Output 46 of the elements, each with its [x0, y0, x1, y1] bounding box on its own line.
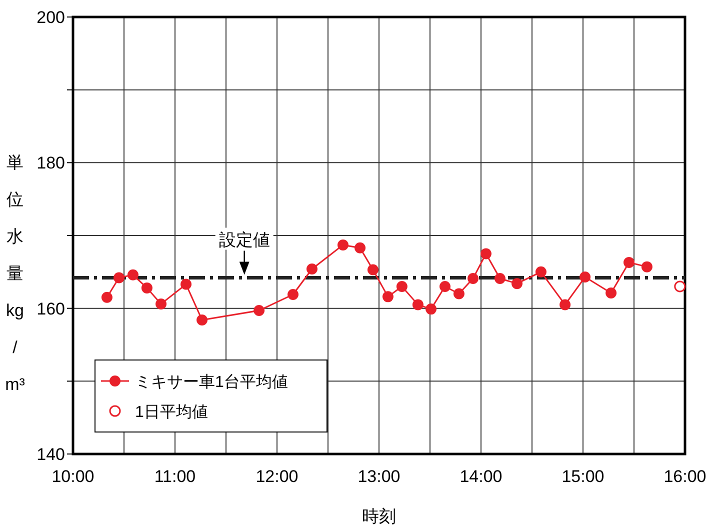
y-tick-label: 160: [36, 299, 65, 318]
point: [337, 239, 348, 250]
point: [606, 288, 617, 299]
y-tick-label: 140: [36, 445, 65, 464]
x-tick-label: 12:00: [256, 467, 298, 486]
point: [453, 288, 464, 300]
x-tick-label: 16:00: [664, 467, 706, 486]
point: [624, 256, 634, 268]
y-axis-title: 単位水量kg/m³: [5, 153, 26, 394]
point: [254, 305, 265, 316]
x-tick-label: 10:00: [52, 467, 94, 486]
point: [114, 272, 124, 284]
point: [641, 261, 652, 272]
point: [141, 282, 152, 294]
point: [426, 304, 437, 315]
point: [439, 280, 450, 292]
point: [674, 280, 686, 292]
point: [396, 280, 408, 292]
point: [382, 291, 394, 302]
legend-label: 1日平均値: [135, 404, 208, 421]
point: [101, 292, 112, 303]
point: [180, 278, 192, 290]
point: [494, 272, 506, 284]
ref-line-label: 設定値: [218, 230, 270, 250]
x-axis-title: 時刻: [362, 507, 396, 526]
point: [288, 288, 299, 300]
point: [480, 248, 492, 260]
x-tick-label: 14:00: [460, 467, 502, 486]
point: [367, 264, 378, 276]
point: [196, 314, 208, 326]
point: [512, 278, 523, 290]
point: [127, 269, 138, 280]
point: [580, 272, 591, 283]
point: [535, 266, 546, 278]
x-tick-label: 15:00: [562, 467, 604, 486]
y-tick-label: 180: [36, 154, 65, 173]
x-tick-label: 13:00: [358, 467, 400, 486]
point: [156, 298, 167, 310]
legend-label: ミキサー車1台平均値: [135, 373, 288, 391]
y-tick-label: 200: [36, 8, 65, 27]
x-tick-label: 11:00: [154, 467, 196, 486]
point: [560, 299, 571, 310]
point: [306, 264, 318, 275]
point: [468, 272, 479, 284]
point: [354, 242, 366, 254]
point: [412, 299, 424, 310]
